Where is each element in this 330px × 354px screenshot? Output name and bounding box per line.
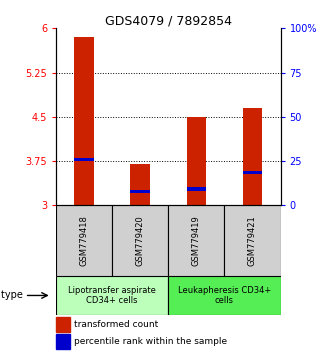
Bar: [186, 187, 206, 191]
Bar: [168, 205, 224, 276]
Bar: [224, 205, 280, 276]
Text: GSM779418: GSM779418: [80, 215, 89, 266]
Bar: [56, 334, 70, 349]
Bar: [112, 205, 168, 276]
Text: percentile rank within the sample: percentile rank within the sample: [74, 337, 227, 346]
Bar: [243, 108, 262, 205]
Text: Leukapheresis CD34+
cells: Leukapheresis CD34+ cells: [178, 286, 271, 305]
Bar: [56, 205, 112, 276]
Bar: [56, 276, 168, 315]
Bar: [243, 171, 262, 175]
Bar: [56, 317, 70, 332]
Text: GSM779421: GSM779421: [248, 215, 257, 266]
Text: GSM779420: GSM779420: [136, 215, 145, 266]
Text: Lipotransfer aspirate
CD34+ cells: Lipotransfer aspirate CD34+ cells: [68, 286, 156, 305]
Bar: [130, 164, 150, 205]
Text: cell type: cell type: [0, 291, 22, 301]
Text: transformed count: transformed count: [74, 320, 158, 329]
Text: GSM779419: GSM779419: [192, 215, 201, 266]
Bar: [74, 158, 94, 161]
Bar: [130, 190, 150, 193]
Bar: [168, 276, 280, 315]
Bar: [74, 37, 94, 205]
Title: GDS4079 / 7892854: GDS4079 / 7892854: [105, 14, 232, 27]
Bar: [186, 117, 206, 205]
